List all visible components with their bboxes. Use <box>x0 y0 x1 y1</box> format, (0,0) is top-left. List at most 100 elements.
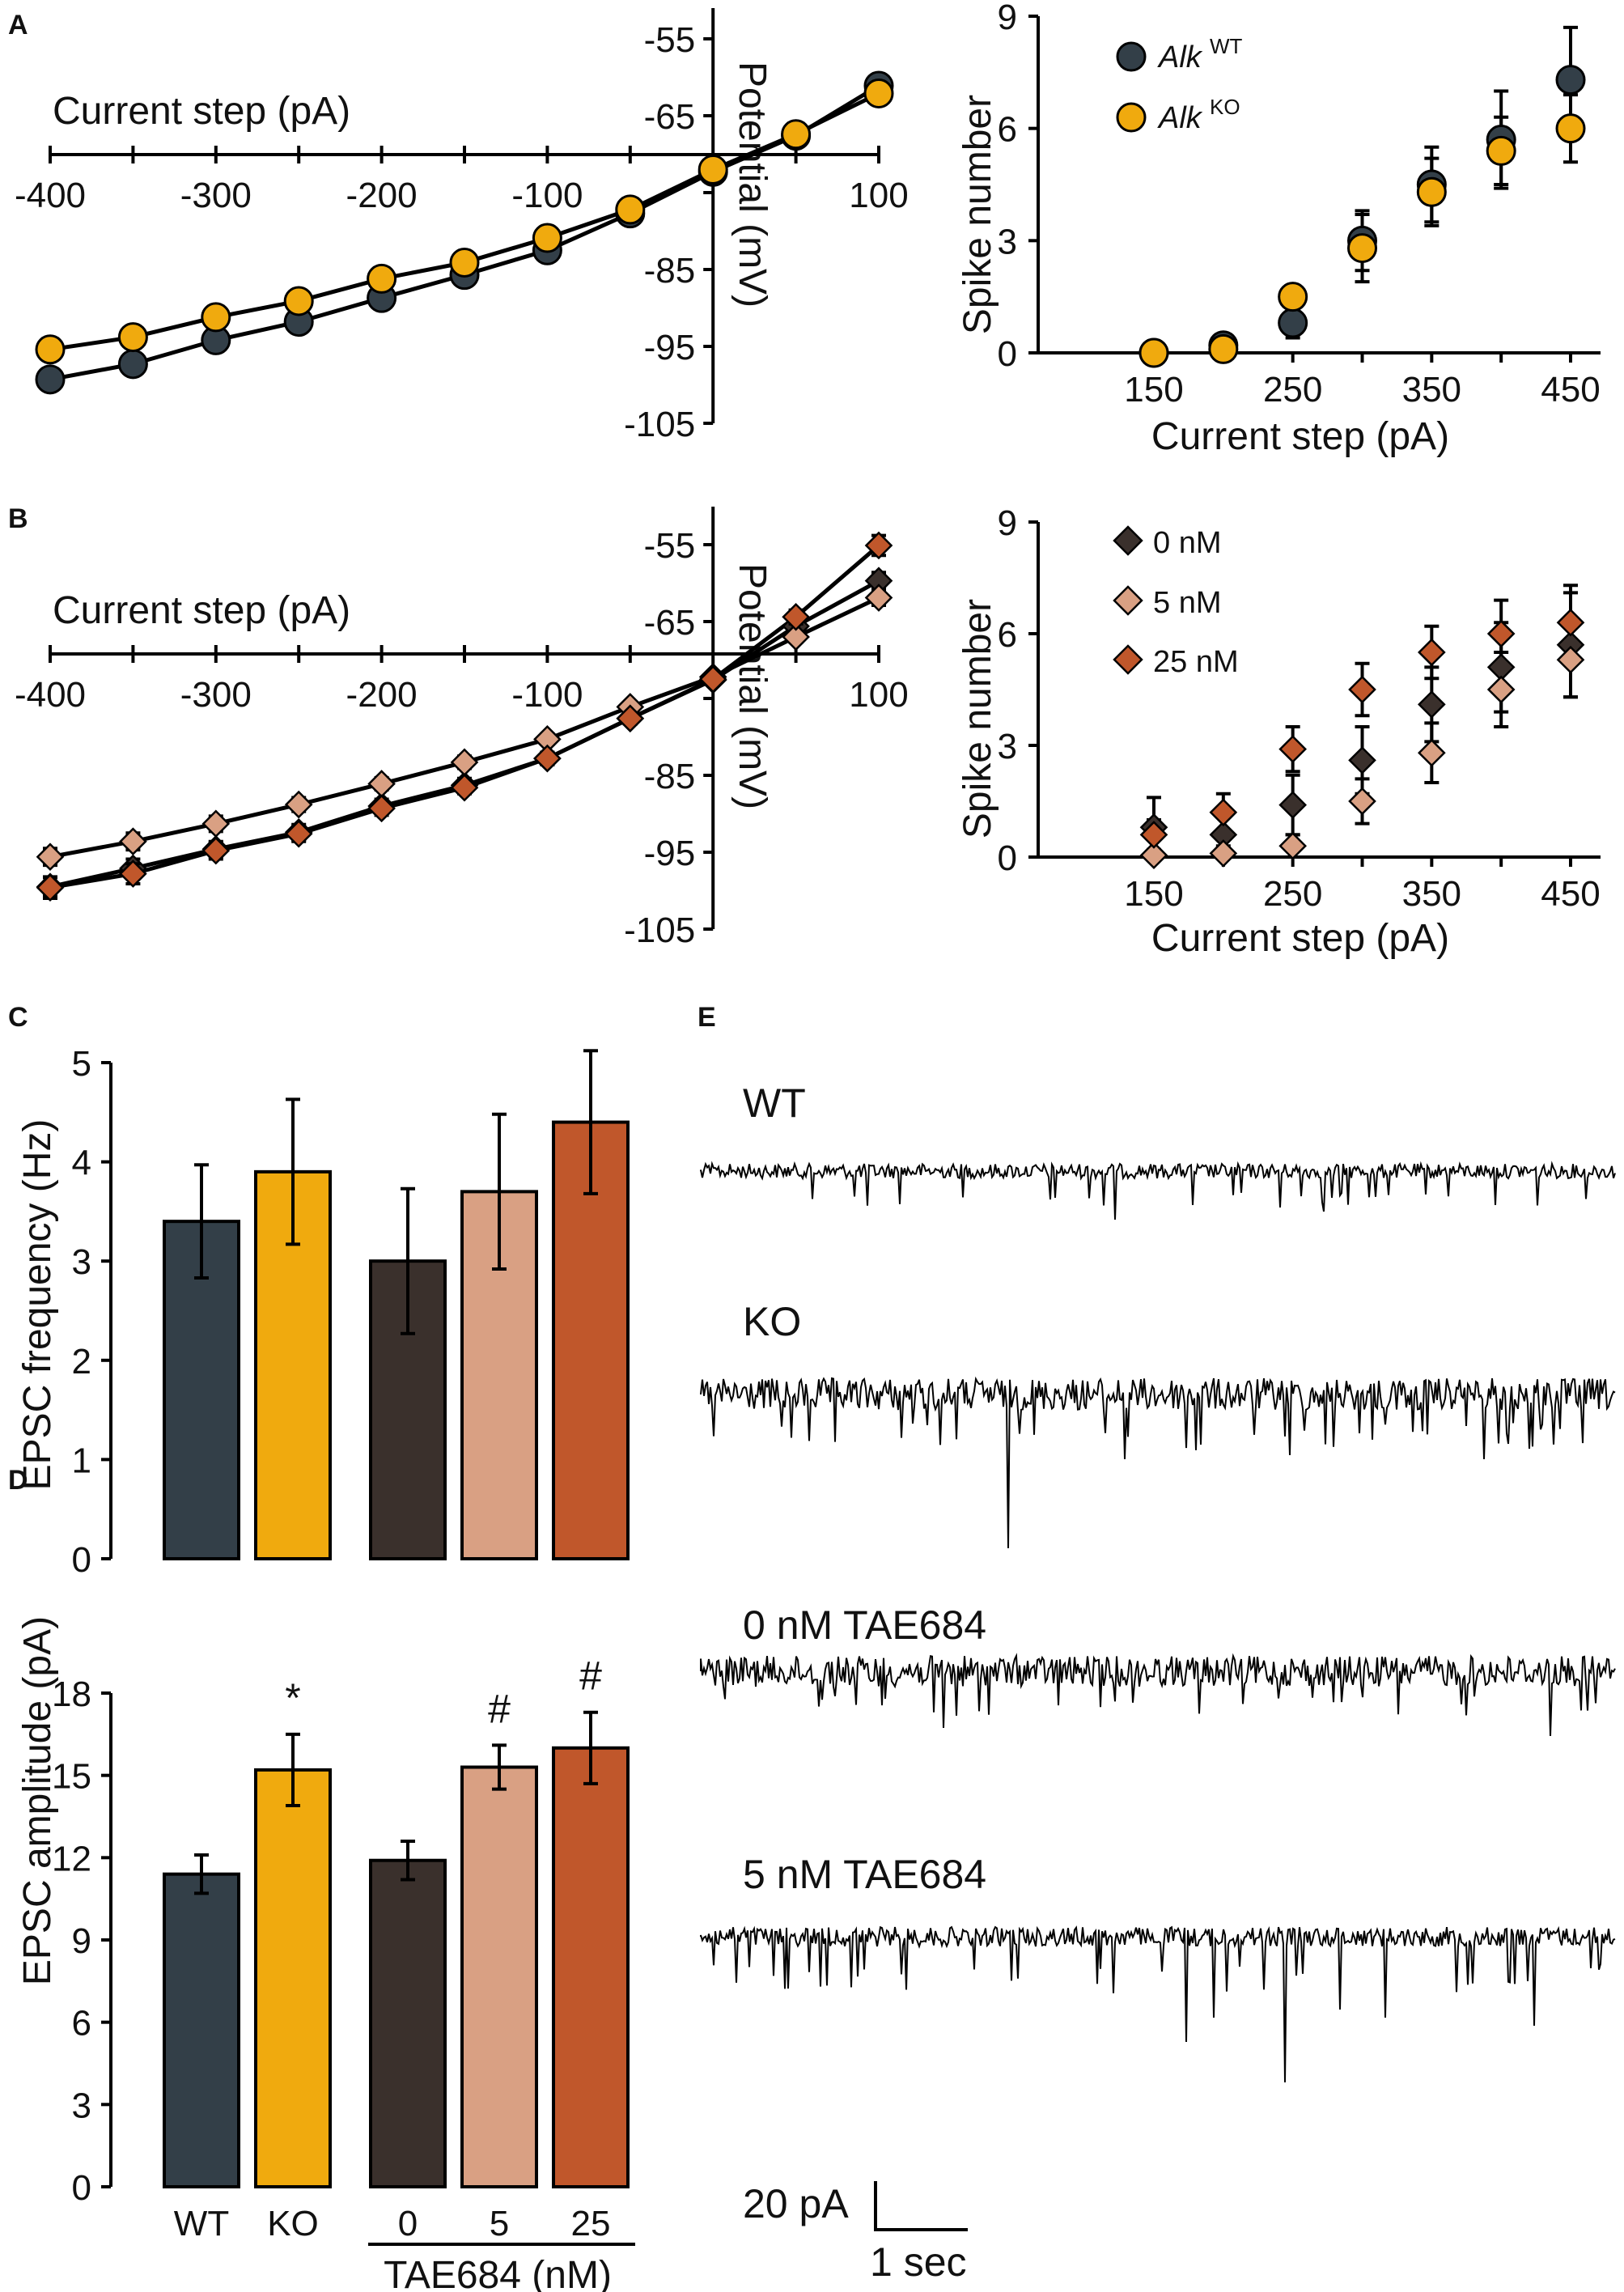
iv-y-tick-label: -85 <box>644 757 696 796</box>
iv-point <box>781 119 812 150</box>
trace-label-ko: KO <box>743 1299 801 1344</box>
spike-point <box>1347 233 1377 264</box>
iv-point <box>449 247 480 278</box>
panel-a-iv-plot: Current step (pA) Potential (mV) -400 -30… <box>15 8 909 444</box>
spike-point <box>1555 65 1586 96</box>
iv-point <box>36 873 65 902</box>
iv-point <box>117 322 148 353</box>
iv-x-tick-label: -300 <box>180 176 252 215</box>
iv-y-tick-label: -55 <box>644 526 696 566</box>
iv-point <box>367 263 397 294</box>
iv-point <box>532 223 562 253</box>
iv-point <box>698 155 728 185</box>
iv-point <box>782 622 810 652</box>
spike-point <box>1486 675 1516 704</box>
spike-x-tick-label: 250 <box>1263 370 1322 410</box>
panel-a-current-step-label: Current step (pA) <box>53 90 350 133</box>
spike-point <box>1418 690 1446 719</box>
iv-point <box>36 843 65 872</box>
bar-y-tick-label: 3 <box>72 1242 91 1282</box>
legend-wt-marker <box>1116 41 1147 72</box>
spike-point <box>1139 821 1168 849</box>
bar-y-tick-label: 6 <box>72 2004 91 2044</box>
scale-bar-y-label: 20 pA <box>743 2181 849 2226</box>
iv-point <box>616 704 645 733</box>
panel-a-spike-x-label: Current step (pA) <box>1151 415 1449 458</box>
iv-x-tick-label: -400 <box>15 675 86 715</box>
iv-point <box>201 836 231 865</box>
iv-x-tick-label: 100 <box>849 176 908 215</box>
scale-bar-lines <box>874 2181 968 2231</box>
spike-point <box>1556 630 1585 660</box>
iv-point <box>698 664 727 694</box>
spike-point <box>1418 738 1446 767</box>
bar-y-tick-label: 2 <box>72 1342 91 1382</box>
panel-d-tae-label: TAE684 (nM) <box>384 2254 612 2292</box>
iv-point <box>450 748 479 777</box>
spike-y-tick-label: 9 <box>998 503 1017 543</box>
bar-y-tick-label: 12 <box>52 1839 91 1878</box>
bar-category-label: KO <box>267 2204 319 2243</box>
bar-category-label: 5 <box>490 2204 509 2243</box>
iv-point <box>533 725 562 753</box>
legend-0nm-text: 0 nM <box>1153 526 1221 560</box>
iv-point <box>284 819 313 848</box>
legend-5nm-marker <box>1113 585 1143 616</box>
iv-point <box>615 194 646 225</box>
panel-c-bar-chart: EPSC frequency (Hz) 0 1 2 3 4 5 <box>16 1044 630 1580</box>
iv-x-tick-label: -300 <box>180 675 252 715</box>
spike-y-tick-label: 6 <box>998 615 1017 655</box>
iv-point <box>283 286 314 316</box>
iv-x-tick-label: -100 <box>511 675 583 715</box>
spike-point <box>1208 333 1239 364</box>
spike-y-tick-label: 3 <box>998 727 1017 766</box>
panel-b-current-step-label: Current step (pA) <box>53 589 350 632</box>
iv-point <box>367 770 396 798</box>
bar-annotation: # <box>488 1686 511 1731</box>
iv-point <box>119 860 147 888</box>
trace-ko <box>700 1376 1616 1549</box>
spike-point <box>1486 135 1516 166</box>
legend-wt-sup: WT <box>1210 34 1243 58</box>
spike-point <box>1278 282 1308 312</box>
iv-y-tick-label: -105 <box>624 405 695 444</box>
panel-d-label: D <box>8 1465 28 1496</box>
bar-KO <box>254 1768 332 2188</box>
bar-y-tick-label: 9 <box>72 1921 91 1961</box>
iv-y-tick-label: -95 <box>644 328 696 367</box>
trace-label-5nm: 5 nM TAE684 <box>743 1852 986 1897</box>
legend-ko-sup: KO <box>1210 95 1240 119</box>
bar-y-tick-label: 1 <box>72 1441 91 1480</box>
bar-annotation: * <box>285 1675 300 1721</box>
spike-x-tick-label: 250 <box>1263 874 1322 914</box>
legend-ko-base: Alk <box>1157 101 1203 135</box>
spike-point <box>1278 831 1307 860</box>
iv-point <box>864 567 893 595</box>
iv-y-tick-label: -65 <box>644 97 696 137</box>
iv-x-tick-label: -100 <box>511 176 583 215</box>
bar-category-label: 25 <box>571 2204 611 2243</box>
bar-y-tick-label: 5 <box>72 1044 91 1084</box>
iv-point <box>864 584 893 612</box>
spike-point <box>1348 746 1376 775</box>
trace-5nm <box>700 1925 1616 2083</box>
spike-point <box>1556 608 1585 637</box>
bar-y-tick-label: 18 <box>52 1674 91 1714</box>
spike-x-tick-label: 350 <box>1402 874 1461 914</box>
trace-0nm <box>700 1653 1616 1737</box>
legend-wt-base: Alk <box>1157 40 1203 74</box>
bar-0 <box>369 1858 447 2188</box>
iv-x-tick-label: -200 <box>346 176 418 215</box>
spike-point <box>1209 839 1238 868</box>
spike-point <box>1348 787 1376 816</box>
iv-point <box>864 531 893 560</box>
bar-25 <box>552 1746 630 2189</box>
trace-wt <box>700 1161 1616 1220</box>
spike-y-tick-label: 9 <box>998 0 1017 37</box>
iv-y-tick-label: -55 <box>644 20 696 60</box>
iv-point <box>863 78 894 108</box>
scale-bar-x-label: 1 sec <box>870 2239 967 2285</box>
panel-b-spike-x-label: Current step (pA) <box>1151 917 1449 960</box>
legend-alk-wt: Alk WT <box>1116 34 1243 74</box>
spike-x-tick-label: 350 <box>1402 370 1461 410</box>
